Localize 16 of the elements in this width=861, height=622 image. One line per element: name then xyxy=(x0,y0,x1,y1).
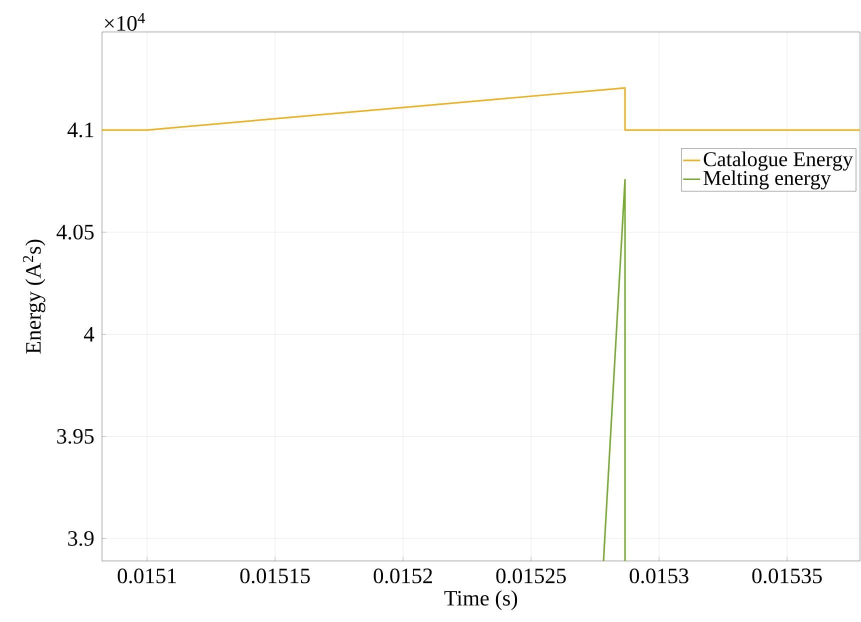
y-axis-title: Energy (A$^{2}$s) xyxy=(22,240,46,354)
x-tick-label: 0.01525 xyxy=(496,568,566,584)
y-tick-label: 4.1 xyxy=(68,122,94,138)
y-tick-label: 4.05 xyxy=(56,224,94,240)
x-tick-label: 0.0153 xyxy=(630,568,688,584)
x-axis-title: Time (s) xyxy=(444,590,518,610)
x-tick-label: 0.01535 xyxy=(752,568,822,584)
legend-label: Catalogue Energy xyxy=(704,152,853,171)
y-tick-label: 3.95 xyxy=(57,428,94,444)
y-tick-label: 3.9 xyxy=(68,531,94,546)
text: ×10$^{4}$ xyxy=(104,12,145,31)
x-tick-label: 0.0151 xyxy=(118,568,176,584)
x-tick-label: 0.01515 xyxy=(240,568,310,584)
legend-label: Melting energy xyxy=(704,170,831,190)
y-tick-label: 4 xyxy=(84,327,94,342)
x-tick-label: 0.0152 xyxy=(374,568,432,584)
